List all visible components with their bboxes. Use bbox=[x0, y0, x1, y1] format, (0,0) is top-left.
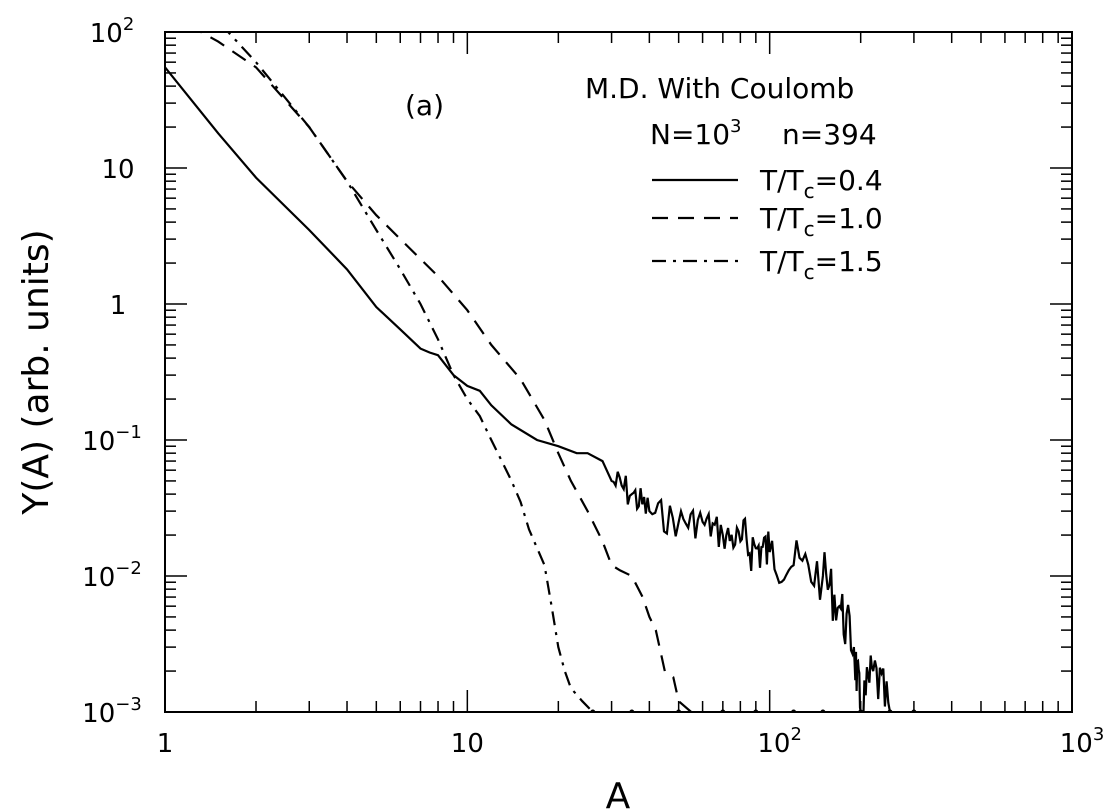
legend-param-N: N=103 bbox=[650, 116, 742, 151]
x-tick-label-base: 10 bbox=[451, 729, 484, 759]
legend-label-2-prefix: T/T bbox=[759, 202, 805, 235]
x-tick-label-base: 1 bbox=[157, 729, 174, 759]
floor-dot bbox=[887, 709, 893, 712]
floor-dot bbox=[858, 709, 864, 712]
x-tick-label-base: 10 bbox=[757, 729, 790, 759]
series-line-dashed bbox=[198, 32, 692, 712]
panel-label: (a) bbox=[405, 89, 444, 122]
legend-label-3: T/Tc=1.5 bbox=[759, 245, 883, 284]
x-tick-label-exp: 3 bbox=[1093, 724, 1104, 745]
legend-label-2-suffix: =1.0 bbox=[815, 202, 883, 235]
series-layer bbox=[165, 32, 917, 712]
legend-label-3-suffix: =1.5 bbox=[815, 245, 883, 278]
legend-title: M.D. With Coulomb bbox=[585, 72, 854, 105]
floor-dot bbox=[820, 709, 826, 712]
x-tick-label: 10 bbox=[451, 729, 484, 759]
x-tick-label: 103 bbox=[1060, 724, 1105, 759]
legend-entry-1: T/Tc=0.4 bbox=[652, 164, 883, 203]
x-axis-title: A bbox=[606, 776, 631, 812]
floor-dot bbox=[676, 709, 682, 712]
tick-marks bbox=[164, 32, 1072, 713]
y-tick-label: 10−1 bbox=[82, 422, 142, 457]
x-tick-label: 1 bbox=[157, 729, 174, 759]
y-tick-label-base: 10 bbox=[82, 427, 115, 457]
y-tick-label-exp: 2 bbox=[123, 14, 134, 35]
legend-label-1-sub: c bbox=[804, 179, 815, 203]
floor-dot bbox=[720, 709, 726, 712]
legend-param-N-base: N=10 bbox=[650, 118, 730, 151]
x-tick-labels: 1 10 102 103 bbox=[157, 724, 1105, 759]
y-tick-label: 10−2 bbox=[82, 558, 142, 593]
x-tick-label: 102 bbox=[757, 724, 802, 759]
legend-label-3-sub: c bbox=[804, 260, 815, 284]
series-line-solid bbox=[165, 66, 892, 712]
y-axis-title: Y(A) (arb. units) bbox=[16, 229, 57, 515]
floor-dot bbox=[753, 709, 759, 712]
floor-dot bbox=[911, 709, 917, 712]
legend-label-2-sub: c bbox=[804, 217, 815, 241]
y-tick-label-exp: −1 bbox=[115, 422, 142, 443]
y-tick-label-base: 10 bbox=[82, 563, 115, 593]
legend-label-3-prefix: T/T bbox=[759, 245, 805, 278]
legend-param-N-exp: 3 bbox=[730, 116, 741, 137]
y-tick-label: 102 bbox=[90, 14, 135, 49]
plot-frame bbox=[164, 31, 1073, 713]
y-tick-label: 1 bbox=[110, 291, 127, 321]
y-tick-label-exp: −2 bbox=[115, 558, 142, 579]
floor-dot bbox=[791, 709, 797, 712]
legend-label-1-suffix: =0.4 bbox=[815, 164, 883, 197]
y-tick-label-base: 1 bbox=[110, 291, 127, 321]
legend-label-2: T/Tc=1.0 bbox=[759, 202, 883, 241]
y-tick-label-base: 10 bbox=[101, 155, 134, 185]
floor-dot bbox=[629, 709, 635, 712]
legend-param-n: n=394 bbox=[782, 118, 877, 151]
legend-entry-2: T/Tc=1.0 bbox=[652, 202, 883, 241]
legend-entry-3: T/Tc=1.5 bbox=[652, 245, 883, 284]
y-tick-label-base: 10 bbox=[90, 19, 123, 49]
y-tick-label: 10−3 bbox=[82, 694, 142, 729]
x-tick-label-base: 10 bbox=[1060, 729, 1093, 759]
y-tick-label-base: 10 bbox=[82, 699, 115, 729]
y-tick-label-exp: −3 bbox=[115, 694, 142, 715]
legend-label-1: T/Tc=0.4 bbox=[759, 164, 883, 203]
series-line-dash-dot bbox=[226, 32, 594, 712]
floor-dot bbox=[590, 709, 596, 712]
x-tick-label-exp: 2 bbox=[790, 724, 801, 745]
y-tick-label: 10 bbox=[101, 155, 134, 185]
legend-label-1-prefix: T/T bbox=[759, 164, 805, 197]
